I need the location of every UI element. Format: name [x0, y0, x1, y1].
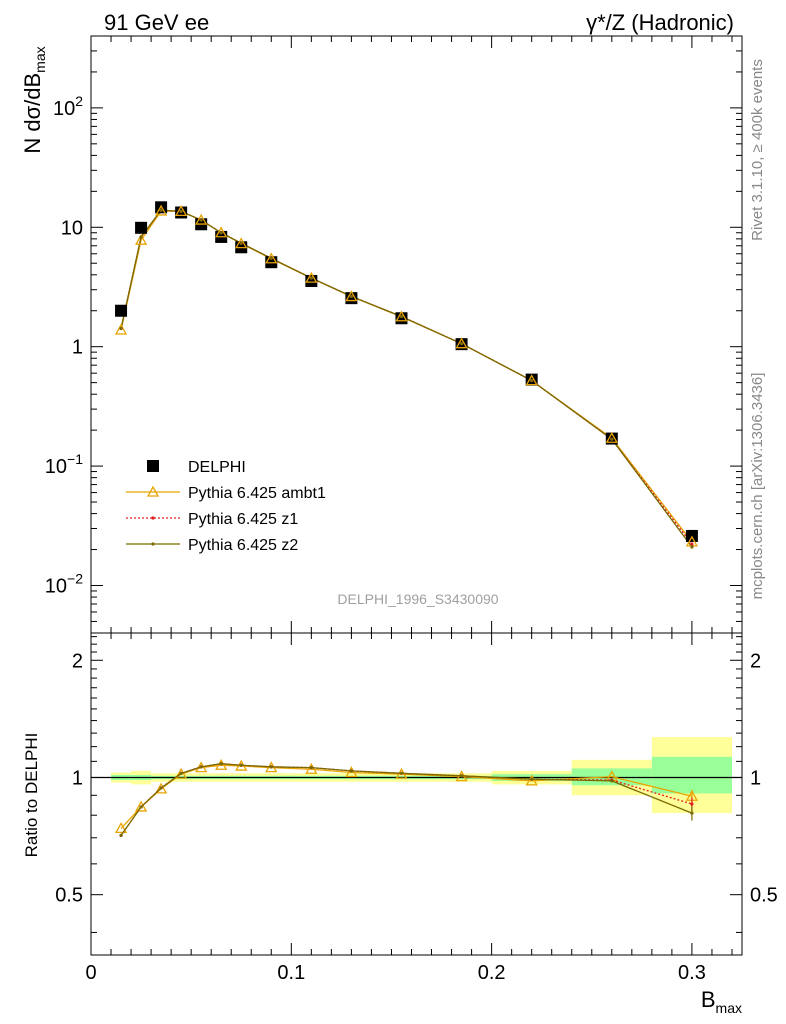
legend: DELPHI Pythia 6.425 ambt1 Pythia 6.425 z1 P…	[126, 459, 326, 554]
ratio-point	[114, 822, 128, 834]
ratio-panel-frame	[90, 632, 743, 956]
main-panel-axes: 10−2 10−1 1 10 102	[45, 35, 742, 634]
legend-label: DELPHI	[188, 459, 246, 476]
data-point	[115, 304, 128, 317]
mc-point	[345, 290, 358, 302]
mc-point	[305, 271, 318, 283]
mc-point	[139, 235, 143, 239]
legend-marker	[146, 485, 160, 497]
mc-point	[309, 276, 313, 280]
mc-point	[219, 231, 223, 235]
ratio-y-label: Ratio to DELPHI	[22, 733, 41, 858]
uncertainty-band-green	[651, 756, 732, 794]
header-right: γ*/Z (Hadronic)	[586, 10, 734, 35]
main-y-label: N dσ/dBmax	[20, 46, 48, 153]
ratio-y-tick-label-right: 0.5	[750, 885, 778, 907]
mc-point	[349, 294, 353, 298]
legend-label: Pythia 6.425 z2	[188, 537, 298, 554]
ratio-y-tick-label: 0.5	[55, 885, 83, 907]
ratio-point	[119, 833, 123, 837]
ratio-panel-series	[114, 758, 699, 837]
y-tick-label: 10−1	[45, 451, 83, 478]
y-tick-label: 1	[72, 337, 83, 359]
legend-label: Pythia 6.425 ambt1	[188, 485, 326, 502]
mc-point	[690, 545, 694, 549]
mc-point	[455, 337, 468, 349]
header-left: 91 GeV ee	[104, 10, 209, 35]
legend-marker	[151, 542, 155, 546]
x-tick-label: 0.1	[277, 962, 305, 984]
mc-point	[265, 252, 278, 264]
mc-point	[114, 323, 128, 335]
mc-point	[119, 326, 123, 331]
mc-point	[605, 431, 618, 443]
ratio-y-tick-label-right: 1	[750, 767, 761, 789]
ratio-point	[305, 762, 318, 774]
mc-point	[179, 209, 183, 213]
ratio-point	[159, 786, 163, 790]
mcplots-label: mcplots.cern.ch [arXiv:1306.3436]	[749, 373, 766, 600]
x-tick-label: 0	[85, 962, 96, 984]
mc-point	[215, 226, 228, 238]
legend-marker	[147, 460, 159, 472]
ratio-point	[219, 762, 223, 766]
y-tick-label: 102	[53, 93, 83, 120]
ratio-y-tick-label: 2	[72, 650, 83, 672]
mc-point	[195, 213, 208, 225]
mc-point	[530, 378, 534, 383]
mc-point	[159, 208, 163, 212]
ratio-point	[134, 800, 148, 812]
ratio-point	[175, 767, 188, 779]
ratio-point	[690, 811, 694, 815]
ratio-y-tick-label-right: 2	[750, 650, 761, 672]
ratio-point	[269, 765, 273, 769]
x-axis-label: Bmax	[701, 987, 742, 1016]
mc-point	[690, 542, 694, 546]
mc-point	[459, 342, 464, 346]
ratio-point	[345, 766, 358, 778]
ratio-point	[309, 766, 313, 770]
mc-point	[395, 310, 408, 322]
mc-point	[155, 204, 168, 216]
y-tick-label: 10	[61, 217, 83, 239]
ratio-point	[399, 771, 404, 775]
main-panel-series	[114, 201, 699, 549]
ratio-point	[459, 774, 464, 778]
mc-point	[175, 205, 188, 216]
ratio-point	[179, 771, 183, 775]
mc-point	[269, 256, 273, 260]
ratio-point	[610, 779, 614, 783]
rivet-label: Rivet 3.1.10, ≥ 400k events	[749, 59, 766, 241]
mc-point	[239, 241, 243, 245]
ratio-point	[239, 763, 243, 767]
x-axis-label-text: Bmax	[701, 987, 742, 1016]
data-point	[135, 221, 148, 234]
y-tick-label: 10−2	[45, 570, 83, 597]
legend-label: Pythia 6.425 z1	[188, 511, 298, 528]
mc-point	[134, 233, 148, 245]
ratio-point	[525, 774, 538, 786]
ratio-point	[349, 769, 353, 773]
x-tick-label: 0.3	[678, 962, 706, 984]
mc-point	[610, 437, 614, 441]
ratio-point	[690, 802, 694, 806]
mc-point	[399, 314, 404, 319]
ratio-point	[215, 758, 228, 770]
mc-point	[235, 237, 248, 249]
ratio-panel-axes: 0.5 0.5 1 1 2 2 0 0.1 0.2 0.3	[55, 633, 778, 984]
ratio-point	[199, 765, 203, 769]
ratio-point	[139, 805, 143, 809]
ratio-y-tick-label: 1	[72, 767, 83, 789]
x-tick-label: 0.2	[478, 962, 506, 984]
ratio-point	[530, 777, 534, 781]
analysis-id: DELPHI_1996_S3430090	[337, 591, 498, 607]
mc-point	[199, 218, 203, 222]
main-y-label-text: N dσ/dBmax	[20, 46, 48, 153]
mc-point	[525, 374, 538, 386]
legend-marker	[151, 516, 155, 520]
ratio-point	[155, 782, 168, 794]
